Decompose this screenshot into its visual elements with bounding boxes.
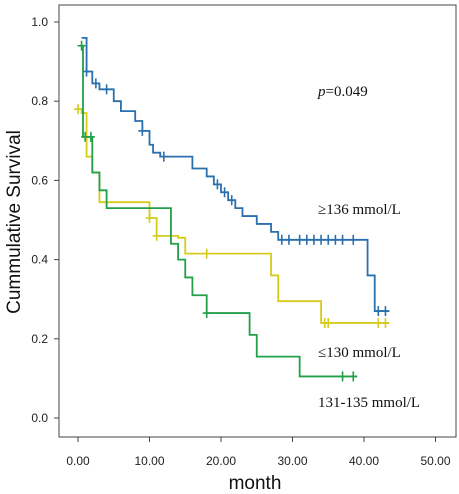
- x-tick-label: 0.00: [66, 454, 90, 468]
- p-value-number: =0.049: [326, 84, 368, 100]
- series-line-0: [81, 36, 390, 312]
- p-value-symbol: p: [317, 84, 326, 100]
- y-tick-label: 1.0: [31, 15, 48, 29]
- x-tick-label: 20.00: [206, 454, 236, 468]
- x-tick-label: 50.00: [420, 454, 450, 468]
- x-tick-label: 30.00: [277, 454, 307, 468]
- x-tick-label: 40.00: [349, 454, 379, 468]
- series-label-high: ≥136 mmol/L: [318, 202, 401, 218]
- y-tick-label: 0.6: [31, 173, 48, 187]
- x-axis: 0.00 10.00 20.00 30.00 40.00 50.00: [66, 437, 451, 468]
- y-axis-title: Cummulative Survival: [4, 130, 25, 314]
- series-line-2: [80, 44, 357, 378]
- series-line-1: [78, 108, 390, 324]
- x-axis-title: month: [229, 473, 282, 494]
- series-label-low: ≤130 mmol/L: [318, 345, 401, 361]
- y-tick-label: 0.8: [31, 94, 48, 108]
- series-layer: [74, 36, 390, 382]
- y-tick-label: 0.0: [31, 411, 48, 425]
- y-tick-label: 0.4: [31, 253, 48, 267]
- x-tick-label: 10.00: [134, 454, 164, 468]
- series-label-mid: 131-135 mmol/L: [318, 395, 420, 411]
- y-tick-label: 0.2: [31, 332, 48, 346]
- p-value-annotation: p=0.049: [317, 84, 368, 100]
- y-axis: 0.0 0.2 0.4 0.6 0.8 1.0: [31, 15, 59, 425]
